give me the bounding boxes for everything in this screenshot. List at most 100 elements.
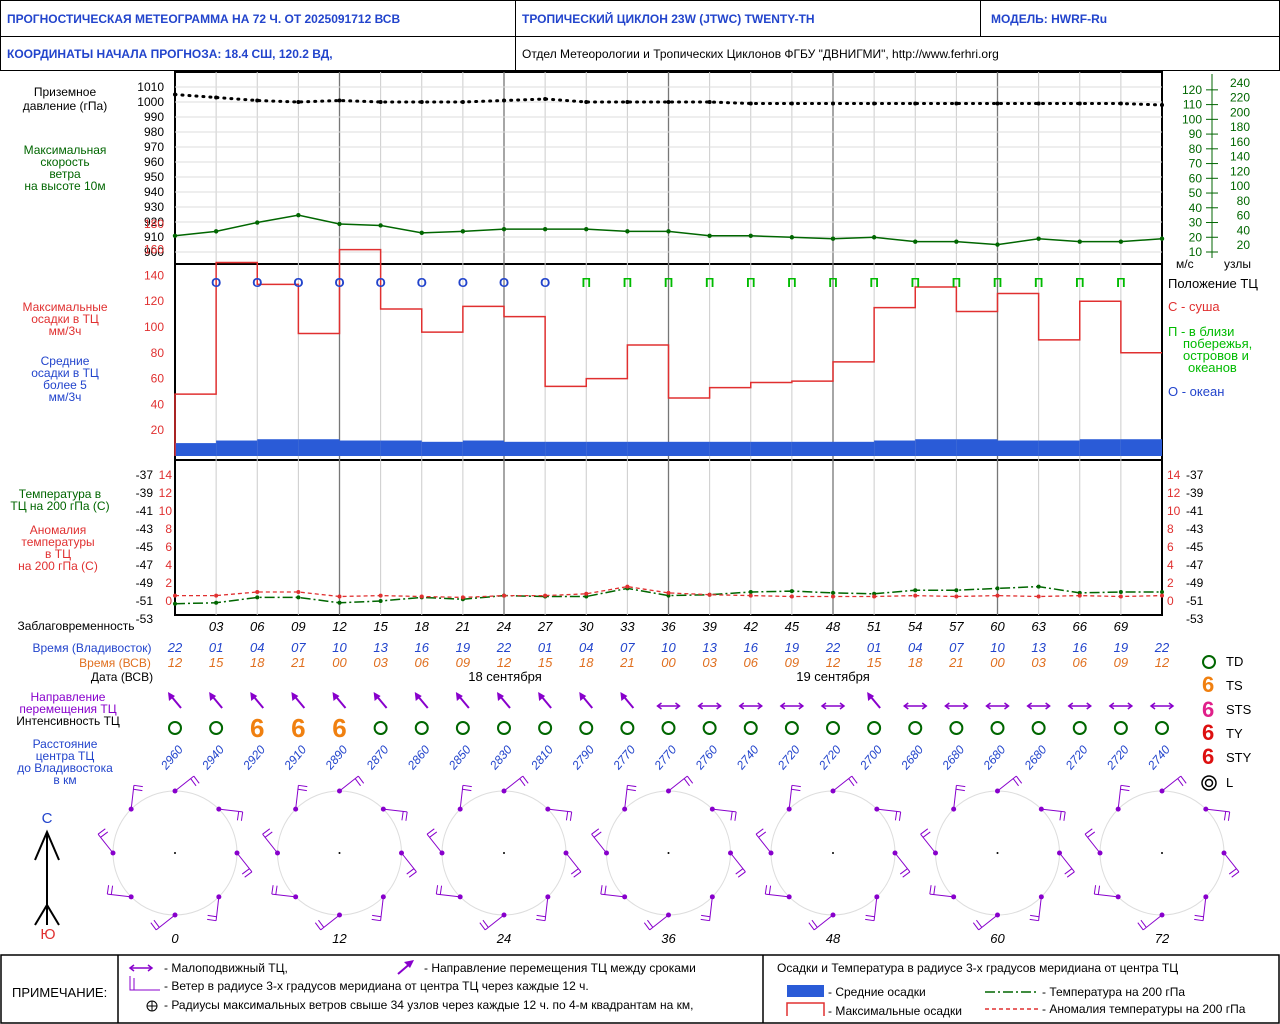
- intensity-td-icon: [538, 721, 553, 735]
- anom-tick-left: 2: [165, 576, 172, 590]
- source-org: Отдел Метеорологии и Тропических Циклоно…: [522, 46, 999, 61]
- intensity-td-icon: [1072, 721, 1087, 735]
- distance-value: 2870: [363, 742, 392, 772]
- wind-ms-tick: 10: [1189, 245, 1203, 259]
- precip-avg-bar: [997, 440, 1039, 456]
- wind-barb-flag: [573, 871, 582, 878]
- compass-head: [34, 829, 60, 861]
- distance-value: 2890: [322, 742, 351, 772]
- wind-barb-shaft: [1117, 785, 1122, 810]
- distance-value: 2740: [1144, 742, 1173, 772]
- pressure-tick: 960: [144, 155, 164, 169]
- anom-tick-left: 8: [165, 522, 172, 536]
- wind-barb-shaft: [953, 785, 957, 810]
- knots-unit: узлы: [1224, 257, 1251, 271]
- time-vlad-tick: 19: [1114, 640, 1128, 655]
- distance-value: 2790: [569, 742, 598, 772]
- wind-knot-tick: 40: [1237, 223, 1251, 237]
- wind-barb-flag: [371, 918, 381, 922]
- anom-tick-right: 4: [1167, 558, 1174, 572]
- wind-ms-tick: 80: [1189, 142, 1203, 156]
- direction-arrow-head: [579, 692, 587, 701]
- position-marker: П: [582, 275, 591, 290]
- direction-arrow: [869, 695, 881, 709]
- pressure-point: [1036, 101, 1041, 106]
- precip-avg-bar: [668, 441, 710, 456]
- intensity-td-icon: [1113, 721, 1128, 735]
- wind-barb-flag: [1227, 811, 1231, 821]
- wind-rose-hour: 0: [171, 931, 179, 946]
- precip-tick: 160: [144, 243, 164, 257]
- time-utc-tick: 15: [538, 655, 553, 670]
- sty-icon: 6: [1202, 744, 1214, 769]
- wind-ms-tick: 30: [1189, 216, 1203, 230]
- temp-tick-left: -39: [136, 486, 154, 500]
- intensity-td-icon: [949, 721, 964, 735]
- wind-barb-shaft: [730, 852, 746, 873]
- anom-point: [296, 590, 301, 594]
- wind-barb-shaft: [107, 893, 132, 898]
- wind-barb-shaft: [383, 808, 408, 813]
- precip-tick: 20: [151, 423, 165, 437]
- anom-point: [789, 594, 794, 599]
- position-marker: О: [499, 275, 509, 290]
- distance-value: 2720: [774, 742, 803, 772]
- lead-tick: 51: [867, 619, 881, 634]
- wind-barb-flag: [429, 831, 438, 838]
- pressure-point: [995, 101, 1000, 106]
- pressure-point: [707, 100, 712, 104]
- pavg-label-3: более 5: [43, 378, 87, 392]
- pressure-point: [502, 98, 506, 103]
- dir-icon-head: [404, 960, 414, 968]
- wind-barb-shaft: [426, 833, 443, 854]
- footer-frame: [0, 954, 1280, 1024]
- wind-barb-flag: [1140, 919, 1147, 928]
- pos-near-1: П - в близи: [1168, 324, 1234, 339]
- anom-point: [255, 590, 260, 594]
- footer-temp: - Температура на 200 гПа: [1042, 985, 1186, 999]
- wind-label-3: ветра: [49, 167, 81, 181]
- wind-ms-tick: 50: [1189, 186, 1203, 200]
- time-vlad-tick: 01: [867, 640, 881, 655]
- wind-barb-flag: [408, 871, 417, 878]
- precip-avg-bar: [586, 441, 628, 456]
- precip-tick: 140: [144, 268, 164, 282]
- wind-barb-flag: [848, 778, 855, 787]
- info-rows: 03 06 09 12 15 18 21 24 27 30 33 36 39 42 45 48 51 54 57 60…: [157, 619, 1175, 773]
- wind-barb-shaft: [712, 808, 737, 813]
- wind-barb-flag: [435, 885, 439, 895]
- slow-arrow-right: [798, 702, 805, 710]
- wind-barb-flag: [97, 828, 106, 835]
- slow-arrow-right: [675, 702, 681, 710]
- lead-tick: 27: [537, 619, 553, 634]
- precip-avg-bar: [1038, 440, 1080, 456]
- wind-barb-flag: [920, 828, 929, 835]
- wind-barb-flag: [1093, 885, 1097, 895]
- wind-barb-flag: [150, 922, 157, 931]
- wind-barb-shaft: [755, 833, 772, 854]
- ts-icon: 6: [1202, 672, 1214, 697]
- pos-near-3: островов и: [1183, 348, 1249, 363]
- wind-rose-center: [996, 852, 999, 854]
- wind-barb-flag: [1064, 868, 1073, 875]
- slow-arrow-left: [1149, 702, 1156, 710]
- slow-arrow-right: [1168, 702, 1175, 710]
- wind-point: [954, 239, 959, 244]
- date-label-18: 18 сентября: [468, 669, 542, 684]
- lead-tick: 03: [209, 619, 224, 634]
- ms-unit: м/с: [1176, 257, 1194, 271]
- lead-tick: 21: [455, 619, 470, 634]
- temp-tick-left: -45: [136, 540, 154, 554]
- lead-tick: 15: [373, 619, 388, 634]
- precip-avg-bar: [216, 440, 258, 456]
- intensity-td-icon: [1031, 721, 1046, 735]
- precip-tick: 40: [151, 397, 165, 411]
- slow-icon-right: [147, 964, 154, 972]
- wind-point: [1036, 236, 1041, 241]
- distance-value: 2680: [939, 742, 968, 772]
- wind-barb-flag: [865, 914, 875, 918]
- wind-barb-shaft: [1038, 896, 1042, 921]
- anom-point: [913, 593, 918, 598]
- temp-point: [337, 600, 342, 605]
- wind-barb-flag: [207, 918, 217, 922]
